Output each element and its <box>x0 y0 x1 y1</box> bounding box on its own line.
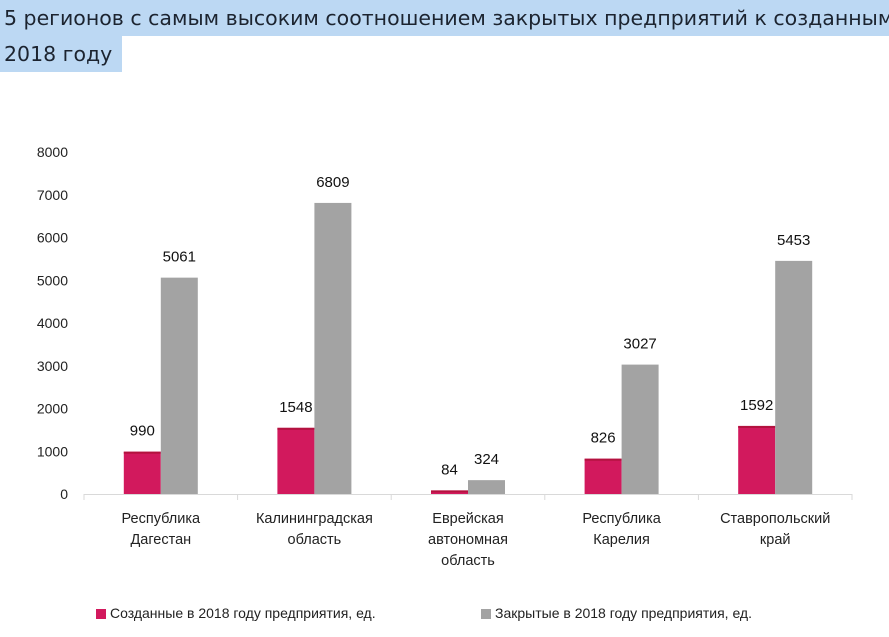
data-label-created-1: 1548 <box>279 399 312 416</box>
category-label-2-line-0: Еврейская <box>432 511 503 527</box>
data-label-closed-4: 5453 <box>777 232 810 249</box>
bar-cap-created-0 <box>123 451 161 454</box>
chart-title-line-2: 2018 году <box>0 36 123 72</box>
y-tick-label-5000: 5000 <box>37 272 68 288</box>
y-tick-label-3000: 3000 <box>37 358 68 374</box>
data-label-closed-0: 5061 <box>163 249 196 266</box>
bar-closed-3 <box>621 364 659 494</box>
bar-cap-created-4 <box>738 425 776 428</box>
bar-cap-created-3 <box>584 458 622 461</box>
y-tick-label-6000: 6000 <box>37 230 68 246</box>
category-label-3-line-1: Карелия <box>593 532 650 548</box>
legend-label-0: Созданные в 2018 году предприятия, ед. <box>110 605 376 621</box>
bar-created-1 <box>277 427 315 494</box>
category-label-4-line-1: край <box>760 532 791 548</box>
data-label-created-0: 990 <box>130 423 155 440</box>
data-label-created-3: 826 <box>591 430 616 447</box>
data-label-closed-3: 3027 <box>623 336 656 353</box>
bar-closed-1 <box>314 202 352 494</box>
category-label-4-line-0: Ставропольский <box>720 511 830 527</box>
y-tick-label-8000: 8000 <box>37 144 68 160</box>
category-label-1-line-0: Калининградская <box>256 511 373 527</box>
category-label-2-line-2: область <box>441 553 495 569</box>
bar-closed-0 <box>160 277 198 494</box>
bar-created-4 <box>738 425 776 494</box>
chart-title-line-1: 5 регионов с самым высоким соотношением … <box>0 0 889 36</box>
bar-closed-4 <box>775 260 813 494</box>
y-tick-label-2000: 2000 <box>37 401 68 417</box>
y-tick-label-7000: 7000 <box>37 187 68 203</box>
legend-label-1: Закрытые в 2018 году предприятия, ед. <box>495 605 752 621</box>
bar-created-3 <box>584 458 622 494</box>
category-label-1-line-1: область <box>288 532 342 548</box>
legend-swatch-0 <box>96 609 106 619</box>
bar-cap-created-1 <box>277 427 315 430</box>
category-label-2-line-1: автономная <box>428 532 508 548</box>
bar-closed-2 <box>468 480 505 494</box>
y-tick-label-4000: 4000 <box>37 315 68 331</box>
y-tick-label-1000: 1000 <box>37 443 68 459</box>
y-tick-label-0: 0 <box>60 486 68 502</box>
data-label-created-4: 1592 <box>740 397 773 414</box>
bar-cap-created-2 <box>431 490 468 493</box>
category-label-0-line-0: Республика <box>122 511 201 527</box>
data-label-closed-2: 324 <box>474 451 499 468</box>
data-label-closed-1: 6809 <box>316 174 349 191</box>
data-label-created-2: 84 <box>441 461 458 478</box>
chart-title: 5 регионов с самым высоким соотношением … <box>0 0 889 83</box>
category-label-0-line-1: Дагестан <box>130 532 191 548</box>
legend-swatch-1 <box>481 609 491 619</box>
category-label-3-line-0: Республика <box>582 511 661 527</box>
bar-created-0 <box>123 451 161 494</box>
